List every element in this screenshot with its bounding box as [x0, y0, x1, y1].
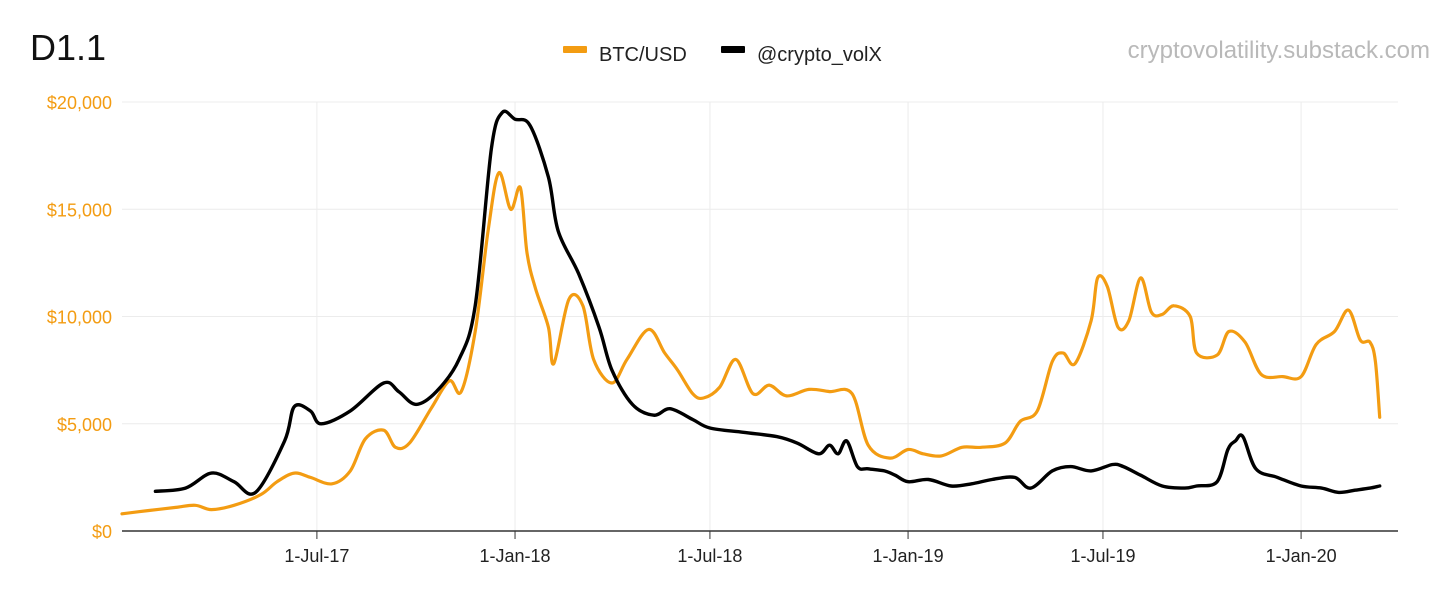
x-tick-label: 1-Jan-20: [1266, 546, 1337, 566]
legend: BTC/USD @crypto_volX: [563, 44, 882, 66]
y-tick-label: $10,000: [47, 308, 112, 328]
y-gridlines: [122, 101, 1398, 425]
watermark: cryptovolatility.substack.com: [1128, 37, 1430, 64]
legend-label-btc: BTC/USD: [599, 44, 687, 66]
x-tick-label: 1-Jul-17: [284, 546, 349, 566]
x-tick-label: 1-Jan-19: [873, 546, 944, 566]
x-tick-label: 1-Jul-18: [677, 546, 742, 566]
legend-label-volx: @crypto_volX: [757, 44, 882, 66]
x-axis-ticks: 1-Jul-17 1-Jan-18 1-Jul-18 1-Jan-19 1-Jul-19…: [284, 531, 1337, 566]
series-lines: [120, 109, 1382, 516]
chart-title: D1.1: [30, 27, 106, 68]
series-line-btc-usd: [120, 171, 1382, 516]
legend-swatch-btc: [563, 46, 587, 53]
y-tick-label: $20,000: [47, 93, 112, 113]
y-tick-label: $15,000: [47, 200, 112, 220]
legend-swatch-volx: [721, 46, 745, 53]
x-tick-label: 1-Jan-18: [480, 546, 551, 566]
y-tick-label: $5,000: [57, 415, 112, 435]
series-line-crypto-volx: [153, 109, 1382, 496]
y-axis-ticks: $0 $5,000 $10,000 $15,000 $20,000: [47, 93, 112, 542]
y-tick-label: $0: [92, 522, 112, 542]
x-tick-label: 1-Jul-19: [1070, 546, 1135, 566]
